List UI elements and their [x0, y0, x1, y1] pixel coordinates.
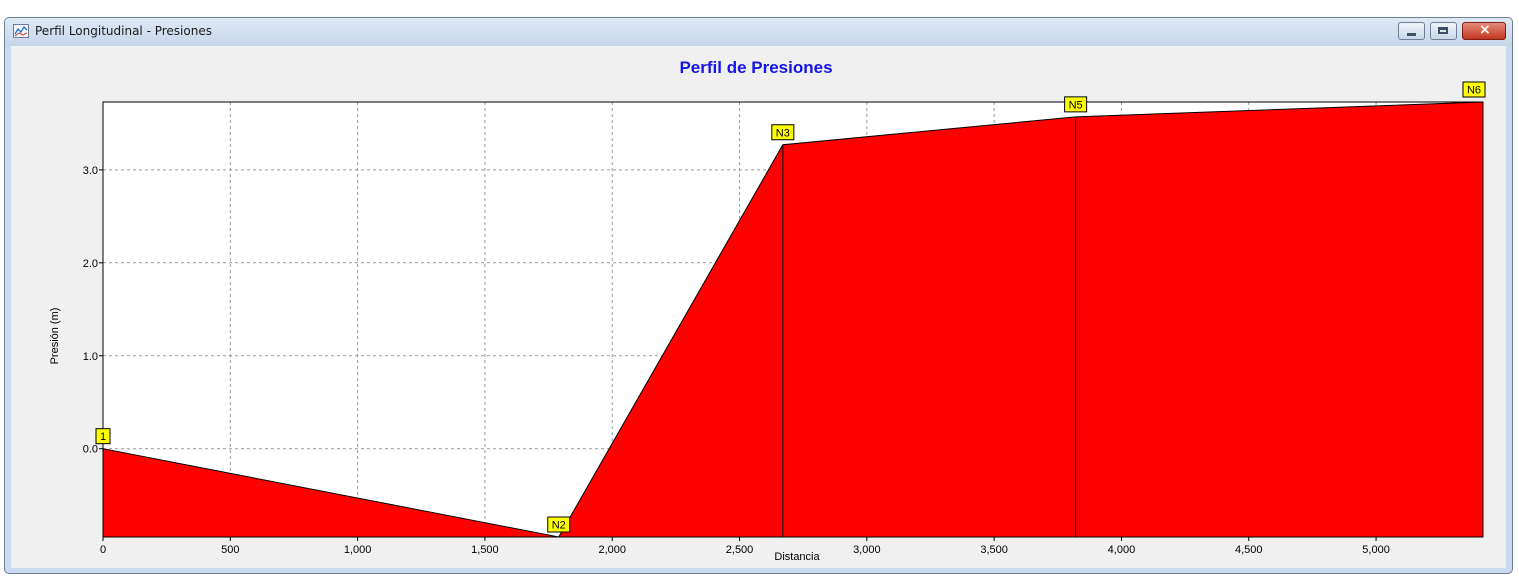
x-tick-label: 4,000 — [1108, 544, 1136, 556]
node-label-box — [1064, 96, 1088, 113]
node-label: 1 — [95, 428, 111, 445]
y-axis-label: Presión (m) — [49, 308, 61, 365]
node-label: N3 — [771, 124, 795, 141]
node-label-text: 1 — [100, 431, 106, 443]
node-label: N2 — [547, 516, 571, 533]
chart-panel: Perfil de Presiones 0 500 1,000 1,500 2,000 2… — [11, 46, 1506, 568]
window-title: Perfil Longitudinal - Presiones — [35, 24, 212, 38]
title-bar[interactable]: Perfil Longitudinal - Presiones × — [5, 18, 1512, 46]
node-label-box — [95, 428, 111, 445]
maximize-button[interactable] — [1430, 22, 1457, 40]
node-label-text: N6 — [1467, 85, 1481, 97]
app-window: Perfil Longitudinal - Presiones × Perfil… — [4, 17, 1513, 574]
axis-layer: 0 500 1,000 1,500 2,000 2,500 3,000 3,500 4,000 4… — [83, 101, 1484, 556]
node-label-box — [771, 124, 795, 141]
x-tick-label: 500 — [221, 544, 239, 556]
pressure-area — [103, 102, 1483, 537]
x-axis-label: Distancia — [774, 551, 820, 563]
y-tick-label: 1.0 — [83, 351, 98, 363]
y-tick-label: 2.0 — [83, 258, 98, 270]
chart-title: Perfil de Presiones — [679, 58, 832, 77]
x-tick-label: 3,000 — [853, 544, 881, 556]
node-label-box — [1462, 81, 1486, 98]
chart-icon[interactable] — [13, 24, 29, 38]
close-button[interactable]: × — [1462, 22, 1506, 40]
node-label-box — [547, 516, 571, 533]
node-label-text: N3 — [776, 127, 790, 139]
x-tick-label: 5,000 — [1362, 544, 1390, 556]
plot-frame — [102, 101, 1484, 538]
x-tick-label: 2,000 — [598, 544, 626, 556]
x-tick-label: 0 — [100, 544, 106, 556]
maximize-icon — [1438, 27, 1448, 34]
minimize-icon — [1407, 33, 1416, 36]
x-tick-label: 3,500 — [980, 544, 1008, 556]
minimize-button[interactable] — [1398, 22, 1425, 40]
x-tick-label: 2,500 — [726, 544, 754, 556]
node-label: N5 — [1064, 96, 1088, 113]
node-label-text: N2 — [552, 520, 566, 532]
node-label-text: N5 — [1069, 99, 1083, 111]
pressure-profile-chart: Perfil de Presiones 0 500 1,000 1,500 2,000 2… — [49, 58, 1486, 563]
x-tick-label: 1,000 — [344, 544, 372, 556]
close-icon: × — [1479, 22, 1491, 38]
x-tick-label: 4,500 — [1235, 544, 1263, 556]
node-label: N6 — [1462, 81, 1486, 98]
y-tick-label: 3.0 — [83, 165, 98, 177]
point-label-layer: 1 N2 N3 N5 N6 — [95, 81, 1486, 533]
y-tick-label: 0.0 — [83, 444, 98, 456]
x-tick-label: 1,500 — [471, 544, 499, 556]
